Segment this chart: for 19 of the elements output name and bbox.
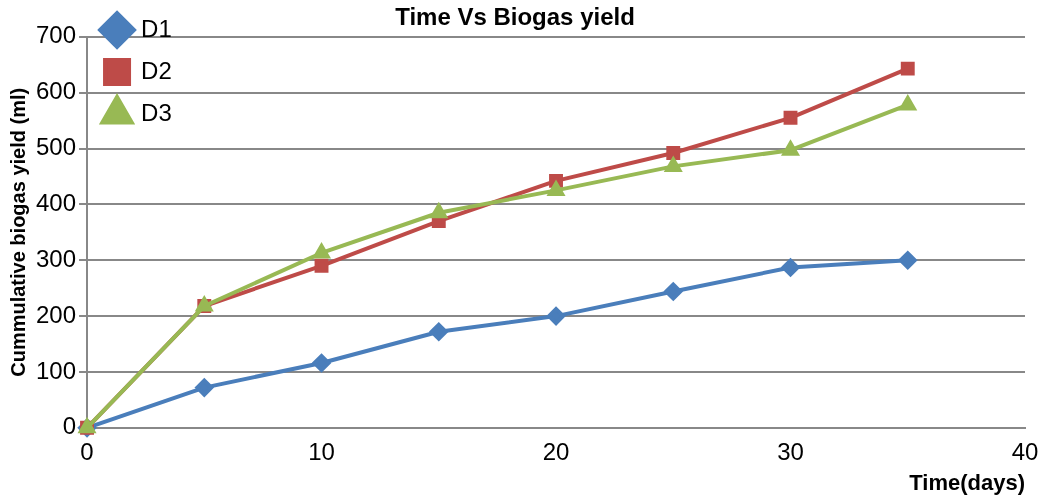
x-tick-label: 0 bbox=[80, 437, 94, 465]
x-tick-label: 10 bbox=[308, 437, 335, 465]
y-tick-label: 600 bbox=[36, 77, 77, 105]
legend-label: D1 bbox=[141, 14, 172, 42]
x-tick-label: 40 bbox=[1011, 437, 1039, 465]
x-tick-label: 20 bbox=[542, 437, 570, 465]
y-axis-title: Cummulative biogas yield (ml) bbox=[6, 87, 29, 377]
y-tick-label: 200 bbox=[36, 300, 77, 328]
y-tick-label: 700 bbox=[36, 21, 77, 49]
y-tick-label: 400 bbox=[36, 189, 77, 216]
legend-label: D2 bbox=[141, 56, 172, 84]
chart-title: Time Vs Biogas yield bbox=[395, 3, 635, 31]
x-tick-label: 30 bbox=[777, 437, 804, 465]
x-axis-title: Time(days) bbox=[909, 469, 1025, 495]
y-tick-label: 0 bbox=[62, 412, 77, 440]
legend-label: D3 bbox=[141, 98, 172, 126]
y-tick-label: 500 bbox=[36, 133, 77, 161]
y-tick-label: 100 bbox=[36, 356, 77, 384]
y-tick-label: 300 bbox=[36, 244, 77, 272]
